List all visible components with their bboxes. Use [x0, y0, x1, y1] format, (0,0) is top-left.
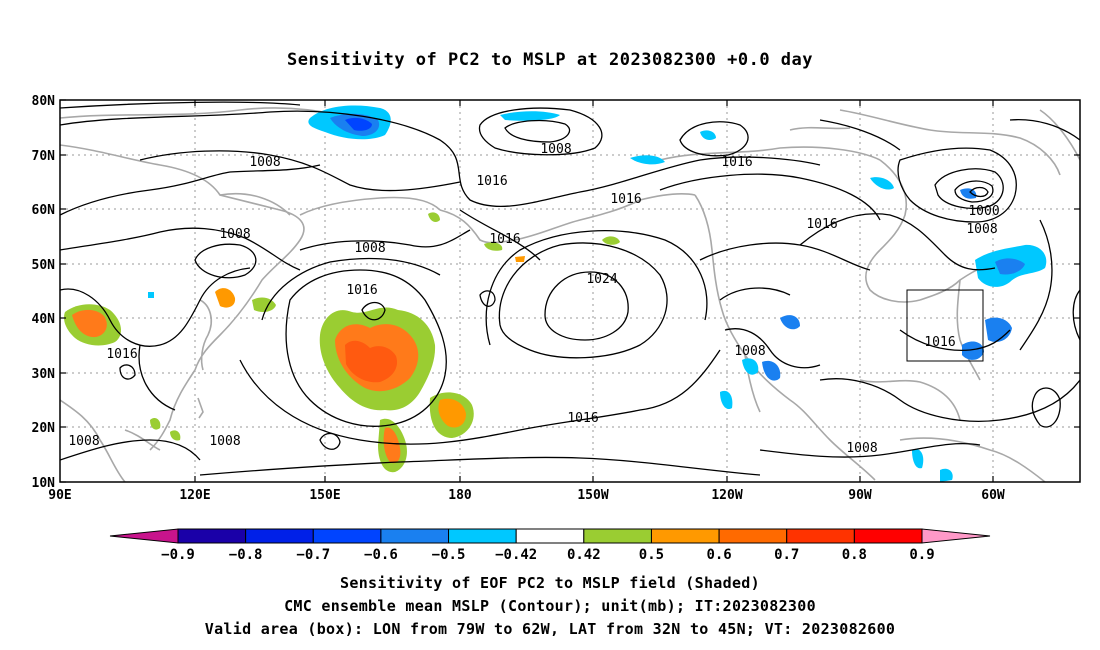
- colorbar-label: 0.5: [639, 547, 664, 563]
- colorbar-swatch: [312, 528, 382, 544]
- coastlines: [60, 107, 1080, 482]
- caption-contour: CMC ensemble mean MSLP (Contour); unit(m…: [284, 597, 816, 615]
- contour-label: 1008: [209, 434, 240, 449]
- contour-label: 1016: [924, 335, 955, 350]
- caption-shading: Sensitivity of EOF PC2 to MSLP field (Sh…: [340, 574, 760, 592]
- colorbar-swatch: [515, 528, 585, 544]
- lon-label: 90E: [48, 488, 71, 503]
- contour-label: 1024: [586, 272, 617, 287]
- colorbar-swatch: [245, 528, 314, 544]
- contour-label: 1016: [346, 283, 377, 298]
- lon-label: 120W: [711, 488, 742, 503]
- contour-label: 1008: [966, 222, 997, 237]
- colorbar-swatch: [177, 528, 247, 544]
- colorbar-label: −0.5: [432, 547, 466, 563]
- contour-label: 1008: [219, 227, 250, 242]
- colorbar: −0.9 −0.8 −0.7 −0.6 −0.5 −0.42 0.42 0.5 0.6 0.7 0.…: [109, 528, 991, 563]
- colorbar-swatch: [853, 528, 923, 544]
- colorbar-swatch: [448, 528, 517, 544]
- lon-label: 180: [448, 488, 472, 503]
- lat-label: 40N: [32, 312, 56, 327]
- colorbar-label: 0.6: [706, 547, 731, 563]
- contour-label: 1008: [68, 434, 99, 449]
- colorbar-high-extend: [921, 528, 991, 544]
- colorbar-label: 0.9: [909, 547, 934, 563]
- colorbar-swatch: [786, 528, 855, 544]
- colorbar-low-extend: [109, 528, 179, 544]
- contour-label: 1000: [968, 204, 999, 219]
- lon-label: 150W: [577, 488, 608, 503]
- lat-label: 80N: [32, 94, 56, 109]
- lon-label: 60W: [981, 488, 1005, 503]
- contour-label: 1016: [106, 347, 137, 362]
- lat-label: 60N: [32, 203, 56, 218]
- contour-label: 1008: [846, 441, 877, 456]
- colorbar-label: 0.7: [774, 547, 799, 563]
- lat-label: 30N: [32, 367, 56, 382]
- lat-label: 10N: [32, 476, 56, 491]
- lat-label: 50N: [32, 258, 56, 273]
- contour-label: 1016: [567, 411, 598, 426]
- colorbar-label: −0.6: [364, 547, 398, 563]
- longitude-labels: 90E 120E 150E 180 150W 120W 90W 60W: [48, 488, 1005, 503]
- axis-ticks: [60, 99, 1080, 483]
- valid-area-box: [906, 289, 984, 362]
- colorbar-label: 0.42: [567, 547, 601, 563]
- latitude-labels: 80N 70N 60N 50N 40N 30N 20N 10N: [32, 94, 56, 491]
- contour-label: 1016: [721, 155, 752, 170]
- map-frame: [59, 99, 1081, 483]
- contour-label: 1008: [249, 155, 280, 170]
- colorbar-label: −0.8: [229, 547, 263, 563]
- contour-label: 1008: [354, 241, 385, 256]
- map-title: Sensitivity of PC2 to MSLP at 2023082300…: [286, 50, 813, 70]
- colorbar-swatch: [718, 528, 788, 544]
- contour-label: 1016: [489, 232, 520, 247]
- contour-labels: 1008 1008 1008 1016 1016 1016 1008 1016 …: [68, 142, 999, 456]
- colorbar-swatch: [583, 528, 652, 544]
- lon-label: 120E: [179, 488, 210, 503]
- lon-label: 150E: [309, 488, 340, 503]
- lat-label: 70N: [32, 149, 56, 164]
- contour-label: 1016: [806, 217, 837, 232]
- contour-label: 1016: [610, 192, 641, 207]
- negative-sensitivity-shading: [148, 105, 1047, 482]
- colorbar-label: −0.7: [296, 547, 330, 563]
- positive-sensitivity-shading: [64, 212, 620, 473]
- contour-label: 1016: [476, 174, 507, 189]
- caption-valid-area: Valid area (box): LON from 79W to 62W, L…: [204, 620, 896, 638]
- colorbar-label: −0.42: [495, 547, 537, 563]
- contour-label: 1008: [734, 344, 765, 359]
- contour-label: 1008: [540, 142, 571, 157]
- colorbar-label: 0.8: [842, 547, 867, 563]
- lon-label: 90W: [848, 488, 872, 503]
- colorbar-swatch: [650, 528, 720, 544]
- colorbar-swatch: [380, 528, 450, 544]
- lat-label: 20N: [32, 421, 56, 436]
- colorbar-label: −0.9: [161, 547, 195, 563]
- mslp-contours: [60, 101, 1080, 476]
